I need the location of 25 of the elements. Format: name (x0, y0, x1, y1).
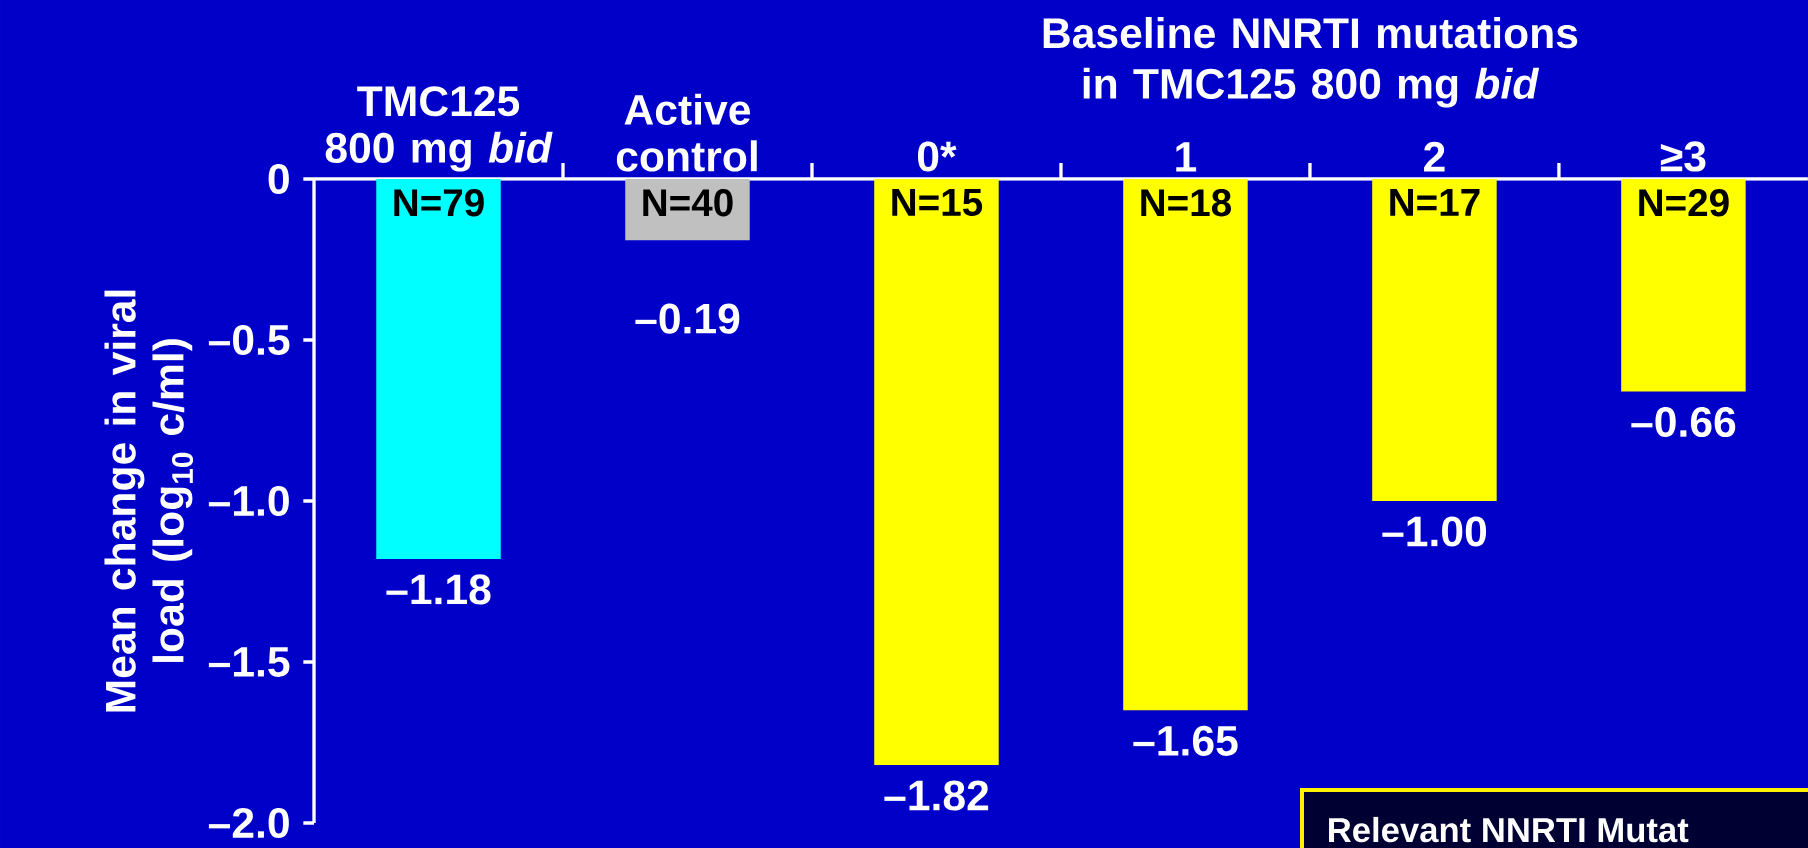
annotation: N=18 (1141, 189, 1231, 217)
annotation: N=79 (394, 189, 484, 217)
annotation: Relevant NNRTI Mutat (1329, 816, 1689, 843)
annotation: N=17 (1390, 189, 1480, 216)
text: Baseline NNRTI mutations in TMC125 800 mg bid (1043, 17, 1578, 108)
x-tick-label: TMC125 800 mg bid (325, 86, 553, 172)
x-tick-label: 2 (1424, 141, 1445, 172)
y-tick-label: –1.5 (208, 647, 290, 677)
x-tick-label: 0* (917, 141, 957, 172)
data-label: –1.65 (1133, 725, 1238, 756)
data-label: –0.19 (635, 303, 740, 334)
y-tick-label: 0 (268, 163, 289, 195)
annotation: N=15 (892, 189, 983, 217)
x-tick-label: 1 (1176, 142, 1197, 172)
y-tick-label: –0.5 (208, 324, 290, 356)
x-tick-label: ≥3 (1660, 141, 1706, 172)
annotation: N=40 (643, 189, 733, 217)
y-tick-label: –2.0 (208, 807, 289, 839)
x-tick-label: Active control (616, 93, 757, 172)
annotation: N=29 (1639, 189, 1729, 217)
data-label: –1.82 (884, 780, 989, 811)
y-tick-label: –1.0 (208, 485, 289, 517)
data-label: –1.00 (1382, 516, 1487, 547)
data-label: –1.18 (386, 574, 491, 605)
data-label: –0.66 (1631, 406, 1736, 438)
